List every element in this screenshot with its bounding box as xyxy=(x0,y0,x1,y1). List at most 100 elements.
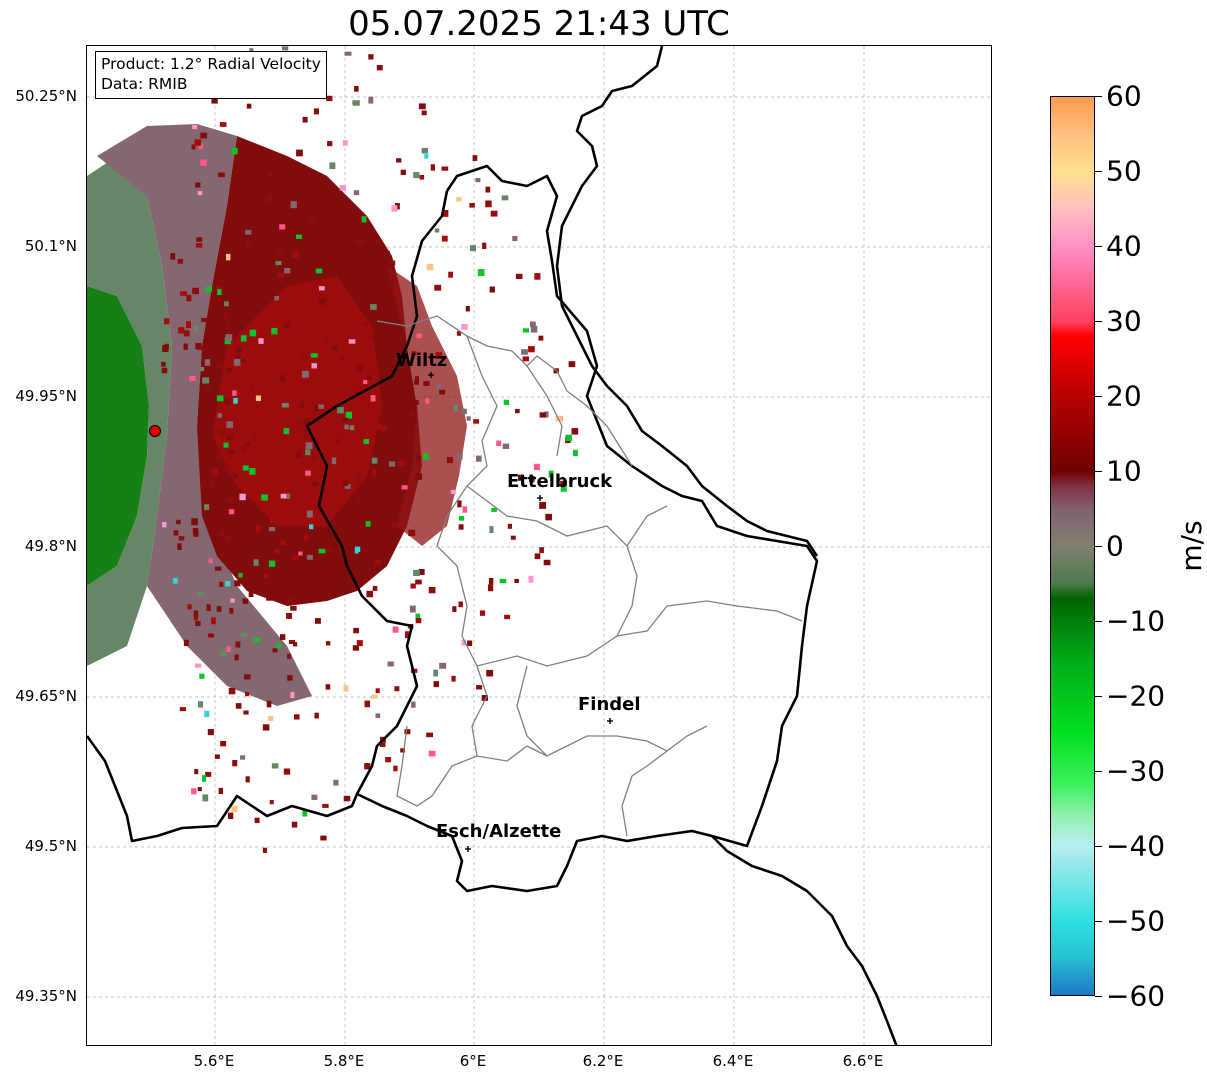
city-label-ettelbruck: Ettelbruck xyxy=(507,471,613,492)
echo-pixel xyxy=(573,449,579,457)
colorbar-tick-label: 20 xyxy=(1106,379,1142,413)
echo-pixel xyxy=(254,817,260,824)
echo-pixel xyxy=(315,618,321,624)
echo-pixel xyxy=(311,363,317,369)
echo-pixel xyxy=(286,613,293,619)
echo-pixel xyxy=(234,508,240,514)
echo-pixel xyxy=(521,349,528,355)
echo-pixel xyxy=(288,582,293,590)
echo-pixel xyxy=(192,287,199,295)
border-belgium-north xyxy=(305,190,449,795)
echo-pixel xyxy=(255,525,261,532)
echo-pixel xyxy=(356,366,364,372)
echo-pixel xyxy=(182,545,189,552)
echo-pixel xyxy=(213,340,220,347)
colorbar-tick-mark xyxy=(1095,996,1102,997)
echo-pixel xyxy=(462,506,468,513)
echo-pixel xyxy=(228,812,234,820)
echo-pixel xyxy=(333,779,339,786)
echo-pixel xyxy=(370,304,377,310)
echo-pixel xyxy=(197,345,203,351)
echo-pixel xyxy=(317,404,324,409)
radar-map[interactable] xyxy=(86,45,992,1046)
echo-pixel xyxy=(326,95,333,102)
echo-pixel xyxy=(343,685,349,692)
echo-pixel xyxy=(466,416,471,421)
echo-pixel xyxy=(209,481,214,488)
echo-pixel xyxy=(343,795,351,802)
echo-pixel xyxy=(225,581,231,587)
echo-pixel xyxy=(560,486,567,492)
echo-pixel xyxy=(325,256,332,264)
national-borders xyxy=(87,46,898,1045)
echo-pixel xyxy=(425,398,430,404)
echo-pixel xyxy=(245,692,250,697)
echo-pixel xyxy=(446,457,453,464)
echo-pixel xyxy=(334,263,341,270)
echo-pixel xyxy=(433,681,439,688)
echo-pixel xyxy=(404,729,411,735)
echo-pixel xyxy=(528,575,534,583)
echo-pixel xyxy=(312,455,317,461)
echo-pixel xyxy=(309,214,316,221)
echo-pixel xyxy=(424,152,429,159)
echo-pixel xyxy=(344,484,351,489)
echo-pixel xyxy=(311,794,318,800)
echo-pixel xyxy=(430,164,435,171)
echo-pixel xyxy=(476,455,482,462)
echo-pixel xyxy=(232,390,237,396)
echo-pixel xyxy=(314,405,319,412)
echo-pixel xyxy=(239,493,246,501)
echo-pixel xyxy=(372,246,377,253)
echo-pixel xyxy=(223,442,229,448)
echo-pixel xyxy=(423,381,430,386)
echo-pixel xyxy=(183,639,189,647)
echo-pixel xyxy=(397,460,405,467)
echo-pixel xyxy=(199,673,205,679)
echo-pixel xyxy=(416,333,422,338)
echo-pixel xyxy=(218,787,224,795)
echo-pixel xyxy=(227,497,233,502)
echo-pixel xyxy=(283,768,291,775)
echo-pixel xyxy=(205,771,212,777)
echo-pixel xyxy=(252,199,259,206)
echo-pixel xyxy=(458,601,463,608)
echo-pixel xyxy=(324,338,329,345)
echo-pixel xyxy=(543,559,551,566)
echo-pixel xyxy=(368,54,374,60)
echo-pixel xyxy=(339,185,346,191)
echo-pixel xyxy=(456,331,461,336)
echo-pixel xyxy=(191,518,198,526)
echo-pixel xyxy=(517,474,524,481)
echo-pixel xyxy=(332,345,338,351)
lon-tick-label: 6°E xyxy=(459,1052,487,1070)
echo-pixel xyxy=(224,398,231,405)
echo-pixel xyxy=(565,434,572,442)
echo-pixel xyxy=(302,809,308,817)
colorbar-tick-label: 30 xyxy=(1106,304,1142,338)
echo-pixel xyxy=(349,425,355,431)
echo-pixel xyxy=(507,523,512,529)
echo-pixel xyxy=(242,352,247,359)
echo-pixel xyxy=(220,649,226,657)
echo-pixel xyxy=(275,261,282,266)
echo-pixel xyxy=(368,96,374,104)
echo-pixel xyxy=(292,250,299,258)
echo-pixel xyxy=(434,284,442,291)
echo-pixel xyxy=(522,356,530,362)
echo-pixel xyxy=(496,440,502,447)
echo-pixel xyxy=(189,376,196,381)
city-label-wiltz: Wiltz xyxy=(396,350,448,371)
colorbar-tick-label: −20 xyxy=(1106,679,1166,713)
echo-pixel xyxy=(416,455,421,461)
canton-border xyxy=(526,365,563,457)
echo-pixel xyxy=(231,147,238,155)
echo-pixel xyxy=(329,162,336,170)
echo-pixel xyxy=(245,776,250,783)
lon-tick-label: 5.8°E xyxy=(323,1052,365,1070)
colorbar-tick-mark xyxy=(1095,846,1102,847)
echo-pixel xyxy=(358,552,366,558)
echo-pixel xyxy=(305,470,311,476)
colorbar-tick-mark xyxy=(1095,246,1102,247)
echo-pixel xyxy=(270,517,275,524)
